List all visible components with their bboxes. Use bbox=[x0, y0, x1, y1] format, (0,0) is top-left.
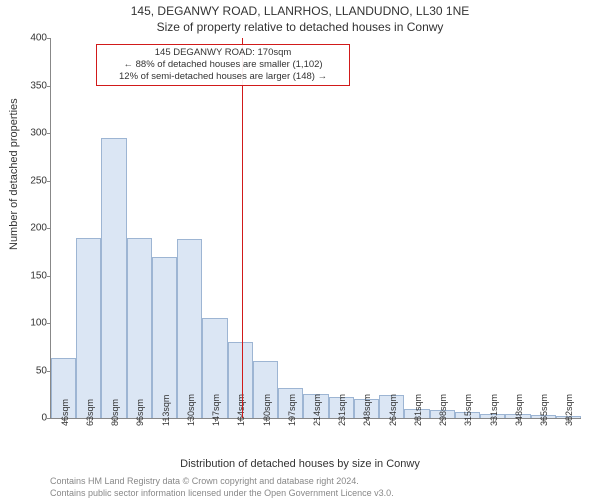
property-marker-line bbox=[242, 38, 243, 418]
y-tick-label: 150 bbox=[21, 270, 47, 281]
x-tick-label: 348sqm bbox=[514, 394, 524, 426]
histogram-bar bbox=[177, 239, 202, 418]
x-tick-label: 281sqm bbox=[413, 394, 423, 426]
y-tick-mark bbox=[47, 86, 51, 87]
y-tick-mark bbox=[47, 181, 51, 182]
y-tick-label: 50 bbox=[21, 365, 47, 376]
x-tick-label: 331sqm bbox=[489, 394, 499, 426]
histogram-bar bbox=[76, 238, 101, 419]
chart-container: 145, DEGANWY ROAD, LLANRHOS, LLANDUDNO, … bbox=[0, 0, 600, 500]
x-axis-label: Distribution of detached houses by size … bbox=[0, 458, 600, 470]
chart-title: 145, DEGANWY ROAD, LLANRHOS, LLANDUDNO, … bbox=[0, 4, 600, 18]
x-tick-label: 96sqm bbox=[135, 399, 145, 426]
x-tick-label: 80sqm bbox=[110, 399, 120, 426]
y-tick-label: 0 bbox=[21, 413, 47, 424]
x-tick-label: 365sqm bbox=[539, 394, 549, 426]
annotation-line: 145 DEGANWY ROAD: 170sqm bbox=[101, 47, 345, 59]
x-tick-label: 147sqm bbox=[211, 394, 221, 426]
histogram-bar bbox=[127, 238, 152, 419]
y-tick-label: 350 bbox=[21, 80, 47, 91]
x-tick-label: 113sqm bbox=[161, 395, 171, 426]
x-tick-label: 63sqm bbox=[85, 399, 95, 426]
x-tick-label: 130sqm bbox=[186, 394, 196, 426]
x-tick-label: 197sqm bbox=[287, 394, 297, 426]
x-tick-label: 214sqm bbox=[312, 394, 322, 426]
x-tick-label: 264sqm bbox=[388, 394, 398, 426]
y-tick-mark bbox=[47, 276, 51, 277]
annotation-line: 12% of semi-detached houses are larger (… bbox=[101, 71, 345, 83]
y-tick-label: 300 bbox=[21, 128, 47, 139]
y-tick-mark bbox=[47, 38, 51, 39]
y-tick-label: 100 bbox=[21, 318, 47, 329]
y-axis-label: Number of detached properties bbox=[8, 98, 20, 250]
y-tick-mark bbox=[47, 133, 51, 134]
x-tick-label: 298sqm bbox=[438, 394, 448, 426]
y-tick-label: 250 bbox=[21, 175, 47, 186]
histogram-bar bbox=[101, 138, 126, 418]
x-tick-label: 382sqm bbox=[564, 394, 574, 426]
x-tick-label: 248sqm bbox=[362, 394, 372, 426]
x-tick-label: 46sqm bbox=[60, 399, 70, 426]
x-tick-label: 231sqm bbox=[337, 394, 347, 426]
y-tick-mark bbox=[47, 323, 51, 324]
annotation-line: ← 88% of detached houses are smaller (1,… bbox=[101, 59, 345, 71]
credit-line-2: Contains public sector information licen… bbox=[50, 488, 394, 498]
y-tick-mark bbox=[47, 418, 51, 419]
y-tick-label: 200 bbox=[21, 223, 47, 234]
x-tick-label: 180sqm bbox=[262, 394, 272, 426]
annotation-box: 145 DEGANWY ROAD: 170sqm← 88% of detache… bbox=[96, 44, 350, 86]
y-tick-label: 400 bbox=[21, 33, 47, 44]
plot-area: 05010015020025030035040046sqm63sqm80sqm9… bbox=[50, 38, 581, 419]
chart-subtitle: Size of property relative to detached ho… bbox=[0, 20, 600, 34]
x-tick-label: 315sqm bbox=[463, 394, 473, 426]
credit-line-1: Contains HM Land Registry data © Crown c… bbox=[50, 476, 359, 486]
y-tick-mark bbox=[47, 228, 51, 229]
